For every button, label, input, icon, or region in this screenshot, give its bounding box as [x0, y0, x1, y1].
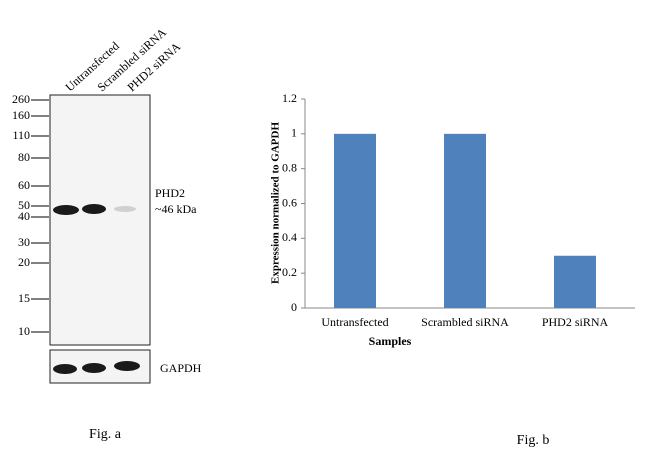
loading-control-label: GAPDH [160, 361, 202, 375]
bar [554, 255, 596, 308]
marker-label: 50 [18, 198, 30, 212]
marker-label: 40 [18, 209, 30, 223]
band [114, 206, 136, 212]
marker-label: 260 [12, 92, 30, 106]
y-tick-label: 0 [291, 300, 297, 314]
x-tick-label: PHD2 siRNA [542, 315, 609, 329]
marker-label: 15 [18, 291, 30, 305]
band-label: PHD2 [155, 186, 185, 200]
band [82, 204, 106, 214]
x-axis-label: Samples [369, 334, 412, 348]
band [82, 363, 106, 373]
y-tick-label: 0.4 [282, 230, 297, 244]
marker-label: 160 [12, 108, 30, 122]
marker-label: 110 [12, 128, 30, 142]
blot-membrane [49, 94, 151, 346]
band [114, 361, 140, 371]
x-tick-label: Scrambled siRNA [421, 315, 509, 329]
marker-label: 20 [18, 255, 30, 269]
y-tick-label: 1 [291, 126, 297, 140]
y-tick-label: 0.8 [282, 160, 297, 174]
marker-label: 30 [18, 235, 30, 249]
marker-label: 80 [18, 150, 30, 164]
marker-label: 60 [18, 178, 30, 192]
bar [334, 133, 376, 308]
caption: Fig. a [89, 427, 122, 442]
y-tick-label: 1.2 [282, 91, 297, 105]
bar [444, 133, 486, 308]
marker-label: 10 [18, 324, 30, 338]
band [53, 364, 77, 374]
band [53, 205, 79, 215]
y-axis-label: Expression normalized to GAPDH [270, 122, 282, 284]
y-tick-label: 0.6 [282, 195, 297, 209]
caption: Fig. b [517, 433, 550, 448]
band-size: ~46 kDa [155, 202, 197, 216]
x-tick-label: Untransfected [321, 315, 388, 329]
y-tick-label: 0.2 [282, 265, 297, 279]
